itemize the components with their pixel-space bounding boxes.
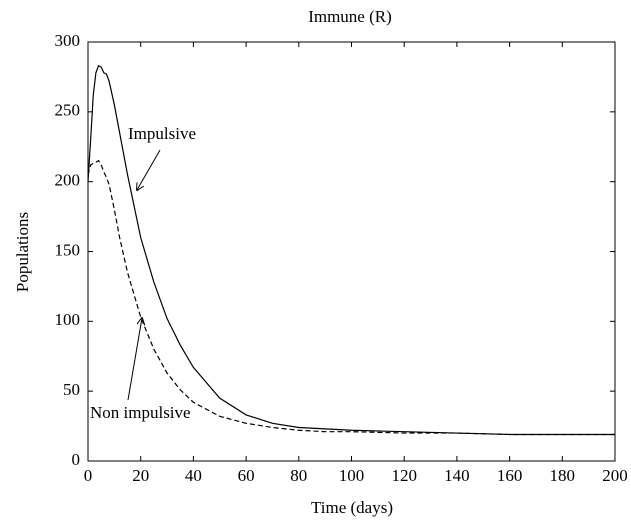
y-tick-label: 0 — [72, 450, 81, 469]
label-arrow — [127, 318, 142, 401]
x-tick-label: 20 — [132, 466, 149, 485]
x-tick-label: 180 — [550, 466, 576, 485]
x-tick-label: 160 — [497, 466, 523, 485]
x-tick-label: 0 — [84, 466, 93, 485]
y-tick-label: 300 — [55, 31, 81, 50]
y-tick-label: 50 — [63, 380, 80, 399]
y-axis-label: Populations — [13, 212, 32, 292]
x-tick-label: 60 — [238, 466, 255, 485]
y-tick-label: 100 — [55, 310, 81, 329]
plot-frame — [87, 41, 616, 462]
series-line — [87, 159, 615, 436]
series-line — [87, 64, 615, 436]
y-tick-label: 150 — [55, 240, 81, 259]
y-tick-label: 200 — [55, 171, 81, 190]
x-tick-label: 200 — [602, 466, 628, 485]
x-tick-label: 40 — [185, 466, 202, 485]
x-tick-label: 80 — [290, 466, 307, 485]
x-tick-label: 140 — [444, 466, 470, 485]
x-tick-label: 120 — [391, 466, 417, 485]
x-tick-label: 100 — [339, 466, 365, 485]
y-tick-label: 250 — [55, 101, 81, 120]
series-label: Impulsive — [128, 124, 196, 143]
x-axis-label: Time (days) — [311, 498, 393, 517]
series-label: Non impulsive — [90, 403, 191, 422]
label-arrow — [137, 149, 161, 190]
chart-title: Immune (R) — [308, 7, 392, 26]
